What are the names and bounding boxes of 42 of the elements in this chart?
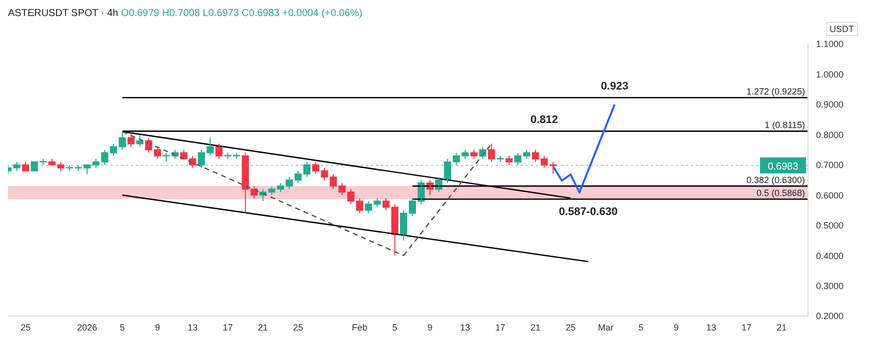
x-tick-label: 13 bbox=[460, 322, 470, 332]
x-tick-label: 2026 bbox=[77, 322, 98, 332]
x-tick-label: 21 bbox=[258, 322, 268, 332]
annotation: 0.812 bbox=[530, 114, 558, 126]
y-tick-label: 1.1000 bbox=[816, 39, 844, 50]
x-tick-label: 9 bbox=[154, 322, 160, 332]
x-tick-label: 5 bbox=[392, 322, 398, 332]
x-tick-label: 25 bbox=[293, 322, 304, 332]
x-tick-label: 13 bbox=[706, 322, 716, 332]
annotation: 0.923 bbox=[600, 80, 628, 93]
y-axis-title: USDT bbox=[826, 22, 858, 36]
x-tick-label: 13 bbox=[188, 322, 198, 332]
x-tick-label: 5 bbox=[120, 322, 125, 332]
x-tick-label: 17 bbox=[222, 322, 233, 332]
y-tick-label: 0.7000 bbox=[816, 160, 844, 170]
x-tick-label: 17 bbox=[495, 322, 506, 332]
x-tick-label: 25 bbox=[20, 322, 31, 332]
x-tick-label: 21 bbox=[530, 322, 540, 332]
annotation: 1.272 (0.9225) bbox=[746, 86, 805, 97]
y-tick-label: 0.2000 bbox=[816, 311, 844, 322]
x-tick-label: 9 bbox=[427, 322, 432, 332]
annotation: 1 (0.8115) bbox=[764, 120, 806, 130]
y-tick-label: 0.9000 bbox=[816, 100, 844, 110]
x-tick-label: 25 bbox=[566, 322, 576, 332]
ref-line-label: 0.6983 bbox=[768, 161, 799, 172]
x-tick-label: 5 bbox=[638, 322, 644, 332]
y-tick-label: 0.4000 bbox=[816, 250, 844, 261]
annotation: 0.587-0.630 bbox=[558, 206, 618, 218]
chart-title: ASTERUSDT SPOT · 4h bbox=[8, 8, 118, 19]
x-tick-label: 17 bbox=[741, 322, 752, 332]
y-tick-label: 0.6000 bbox=[816, 190, 844, 200]
y-tick-label: 0.3000 bbox=[816, 280, 844, 291]
x-tick-label: 21 bbox=[776, 322, 787, 332]
annotation: 0.382 (0.6300) bbox=[746, 175, 805, 186]
y-tick-label: 0.5000 bbox=[816, 220, 844, 231]
chart-subtitle: O0.6979 H0.7008 L0.6973 C0.6983 +0.0004 (+0.06%) bbox=[121, 8, 362, 19]
x-tick-label: Mar bbox=[598, 322, 614, 332]
y-tick-label: 1.0000 bbox=[816, 69, 844, 80]
x-tick-label: Feb bbox=[352, 322, 368, 332]
y-tick-label: 0.8000 bbox=[816, 130, 844, 140]
annotation: 0.5 (0.5868) bbox=[756, 188, 805, 198]
x-tick-label: 9 bbox=[674, 322, 679, 332]
